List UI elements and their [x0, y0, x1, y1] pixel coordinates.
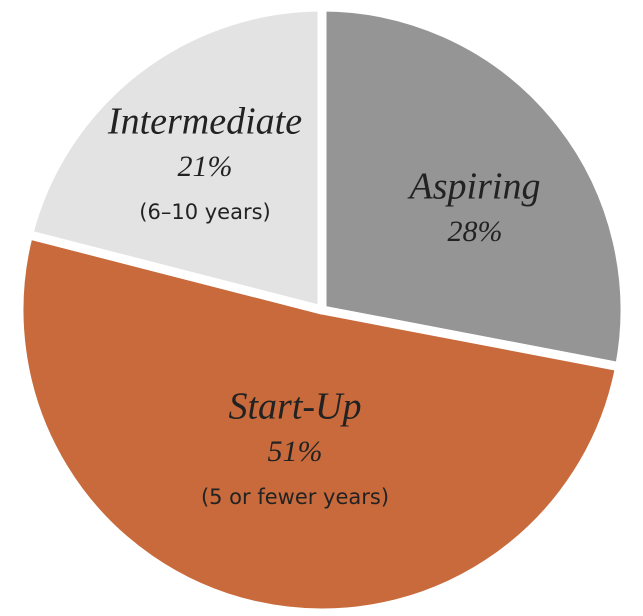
slice-label: Start-Up — [229, 386, 362, 428]
slice-description: (6–10 years) — [139, 200, 270, 224]
slice-label: Intermediate — [107, 101, 302, 143]
pie-slice — [317, 2, 630, 372]
slice-label: Aspiring — [407, 166, 541, 208]
slice-value: 51% — [268, 435, 323, 468]
slice-value: 21% — [178, 150, 233, 183]
slice-description: (5 or fewer years) — [201, 485, 389, 509]
pie-slice — [24, 2, 327, 315]
slice-value: 28% — [448, 215, 503, 248]
pie-slice — [14, 230, 625, 616]
